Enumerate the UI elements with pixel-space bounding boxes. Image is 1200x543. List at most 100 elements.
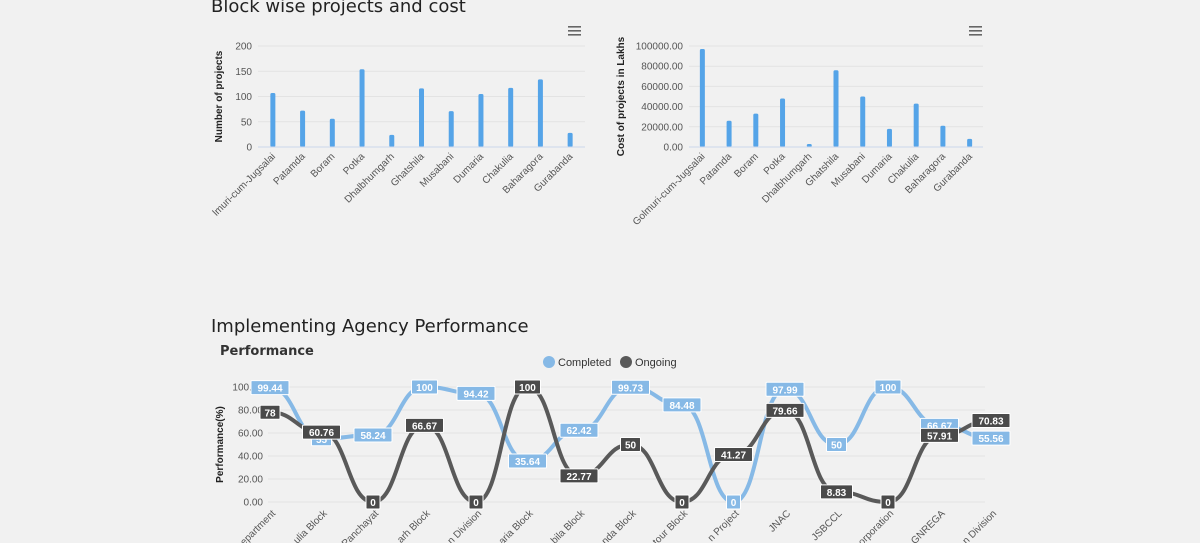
data-label-box (365, 494, 381, 510)
x-tick-label: n Division (961, 508, 999, 543)
data-label-ongoing[interactable]: 70.83 (971, 413, 1011, 429)
bar[interactable] (913, 103, 919, 147)
data-label-text: 8.83 (827, 488, 847, 499)
bar[interactable] (329, 118, 335, 147)
data-label-text: 57.91 (927, 431, 952, 442)
data-label-ongoing[interactable]: 100 (514, 379, 541, 395)
bar[interactable] (537, 79, 543, 147)
bar[interactable] (780, 98, 786, 147)
data-label-ongoing[interactable]: 0 (880, 494, 896, 510)
data-label-completed[interactable]: 50 (826, 437, 847, 452)
data-label-completed[interactable]: 62.42 (559, 422, 599, 438)
data-label-completed[interactable]: 97.99 (765, 381, 805, 397)
bar[interactable] (753, 113, 759, 147)
data-label-completed[interactable]: 84.48 (662, 397, 702, 413)
bar[interactable] (389, 134, 395, 147)
x-tick-label: lmuri-cum-Jugsalai (211, 151, 278, 218)
x-tick-label: orporation (857, 508, 897, 543)
legend-label-ongoing: Ongoing (635, 357, 677, 369)
x-tick-label: Boram (309, 151, 338, 180)
data-label-ongoing[interactable]: 41.27 (714, 447, 753, 463)
data-label-text: 0 (885, 498, 891, 509)
data-label-text: 97.99 (772, 385, 797, 396)
data-label-ongoing[interactable]: 0 (468, 494, 484, 510)
data-label-text: 60.76 (309, 428, 334, 439)
menu-line (969, 34, 982, 36)
data-label-box (920, 427, 959, 443)
menu-line (568, 26, 581, 28)
bar[interactable] (359, 69, 365, 147)
y-axis-title: Performance(%) (215, 406, 226, 483)
bar[interactable] (300, 110, 306, 147)
x-tick-label: aria Block (497, 508, 537, 543)
x-tick-label: tour Block (651, 508, 691, 543)
bar[interactable] (567, 132, 573, 147)
x-tick-label: Potka (341, 151, 367, 177)
data-label-text: 0 (370, 498, 376, 509)
data-label-completed[interactable]: 99.73 (611, 379, 650, 395)
data-label-text: 66.67 (412, 421, 437, 432)
data-label-ongoing[interactable]: 66.67 (405, 417, 444, 433)
bar[interactable] (270, 92, 276, 147)
data-label-completed[interactable]: 0 (726, 494, 741, 510)
hamburger-menu-icon[interactable] (969, 26, 982, 36)
data-label-box (250, 380, 290, 396)
data-label-completed[interactable]: 94.42 (456, 385, 496, 401)
legend[interactable]: Completed Ongoing (543, 356, 677, 369)
data-label-box (259, 404, 281, 420)
data-label-text: 78 (264, 408, 276, 419)
bar[interactable] (833, 70, 839, 147)
data-label-ongoing[interactable]: 22.77 (559, 468, 599, 484)
data-label-ongoing[interactable]: 60.76 (302, 424, 341, 440)
data-label-box (405, 417, 444, 433)
data-label-box (662, 397, 702, 413)
y-tick-label: 20000.00 (641, 122, 683, 133)
x-tick-label: Panchayat (340, 508, 381, 543)
data-label-completed[interactable]: 55.56 (971, 430, 1011, 446)
hamburger-menu-icon[interactable] (568, 26, 581, 36)
bar[interactable] (967, 138, 973, 147)
y-tick-label: 40.00 (238, 452, 263, 463)
projects-cost-bars: 0.00 20000.00 40000.00 60000.00 80000.00 1000… (616, 36, 983, 228)
data-label-box (302, 424, 341, 440)
data-label-text: 50 (625, 441, 637, 452)
data-label-ongoing[interactable]: 57.91 (920, 427, 959, 443)
y-tick-label: 100 (235, 92, 252, 103)
data-label-ongoing[interactable]: 50 (620, 437, 641, 452)
data-label-text: 0 (473, 498, 479, 509)
data-label-text: 55.56 (978, 434, 1003, 445)
data-label-box (826, 437, 847, 452)
menu-line (969, 26, 982, 28)
bar[interactable] (886, 128, 892, 147)
y-tick-label: 80000.00 (641, 62, 683, 73)
y-tick-label: 50 (241, 117, 253, 128)
data-label-ongoing[interactable]: 8.83 (820, 484, 853, 500)
data-label-text: 84.48 (669, 401, 694, 412)
data-label-ongoing[interactable]: 0 (365, 494, 381, 510)
bar[interactable] (726, 120, 732, 147)
series-line-ongoing (268, 384, 993, 505)
data-label-ongoing[interactable]: 0 (674, 494, 690, 510)
bar[interactable] (699, 49, 705, 147)
data-label-completed[interactable]: 99.44 (250, 380, 290, 396)
bar[interactable] (478, 93, 484, 147)
data-label-completed[interactable]: 35.64 (508, 453, 547, 469)
bar[interactable] (448, 111, 454, 147)
data-label-ongoing[interactable]: 78 (259, 404, 281, 420)
data-label-box (456, 385, 496, 401)
y-tick-label: 200 (235, 42, 252, 53)
bar[interactable] (508, 87, 514, 147)
data-label-ongoing[interactable]: 79.66 (765, 402, 805, 418)
data-label-completed[interactable]: 100 (874, 379, 902, 395)
data-label-completed[interactable]: 100 (411, 379, 438, 395)
bar[interactable] (860, 96, 866, 148)
bar[interactable] (419, 88, 424, 147)
data-label-completed[interactable]: 58.24 (353, 427, 393, 443)
data-label-box (765, 402, 805, 418)
data-label-text: 100 (519, 383, 536, 394)
data-label-box (971, 413, 1011, 429)
agency-section-title: Implementing Agency Performance (211, 316, 529, 337)
bar[interactable] (806, 143, 812, 147)
bar[interactable] (940, 125, 946, 147)
x-tick-label: epartment (239, 508, 279, 543)
